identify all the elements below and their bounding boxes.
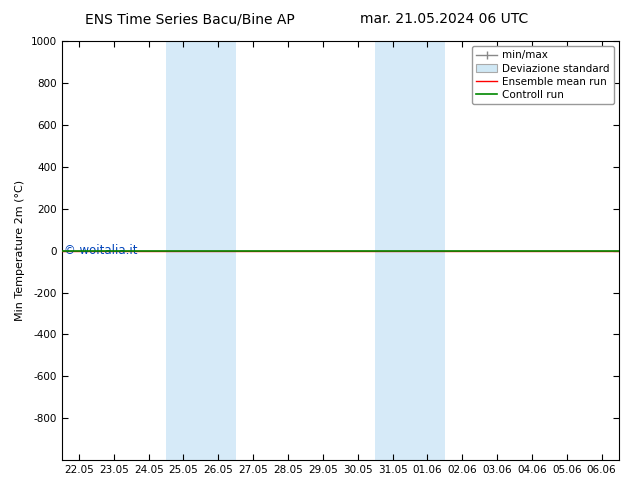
Bar bbox=[375, 41, 445, 460]
Y-axis label: Min Temperature 2m (°C): Min Temperature 2m (°C) bbox=[15, 180, 25, 321]
Legend: min/max, Deviazione standard, Ensemble mean run, Controll run: min/max, Deviazione standard, Ensemble m… bbox=[472, 46, 614, 104]
Text: mar. 21.05.2024 06 UTC: mar. 21.05.2024 06 UTC bbox=[359, 12, 528, 26]
Text: ENS Time Series Bacu/Bine AP: ENS Time Series Bacu/Bine AP bbox=[86, 12, 295, 26]
Text: © woitalia.it: © woitalia.it bbox=[64, 245, 138, 257]
Bar bbox=[166, 41, 236, 460]
